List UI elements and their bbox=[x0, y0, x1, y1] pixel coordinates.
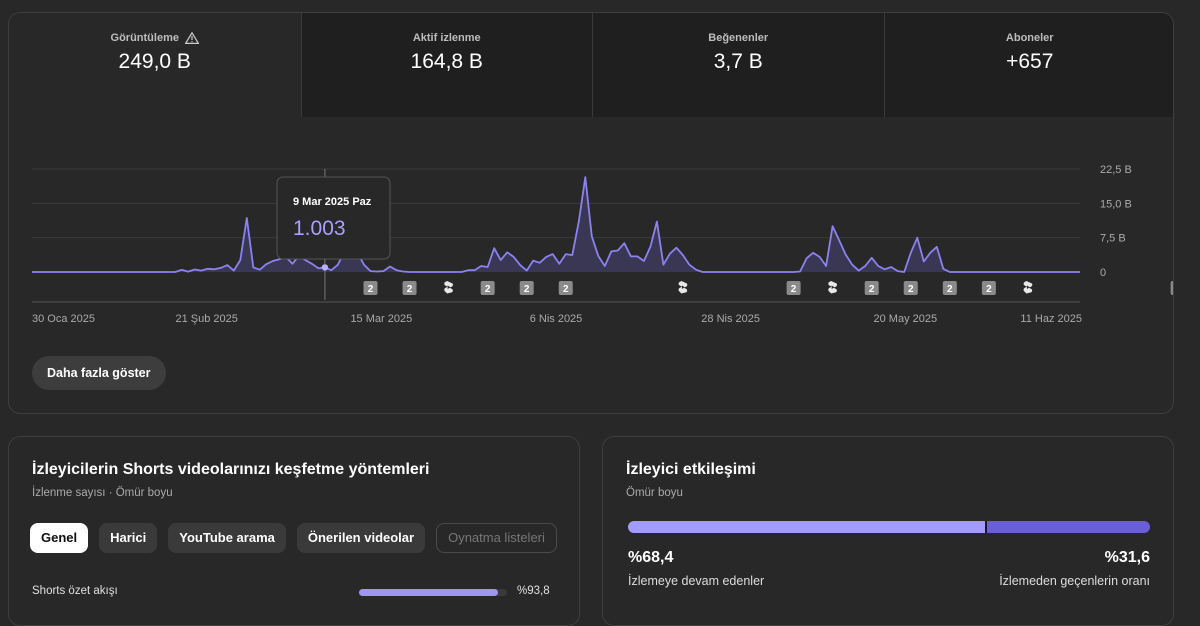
video-upload-marker-label: 2 bbox=[791, 284, 797, 295]
video-upload-marker[interactable] bbox=[786, 281, 801, 295]
video-upload-marker-label: 2 bbox=[947, 284, 953, 295]
video-upload-marker[interactable] bbox=[363, 281, 378, 295]
tooltip-date: 9 Mar 2025 Paz bbox=[293, 196, 372, 208]
metric-tab-watch-time[interactable]: Aktif izlenme 164,8 B bbox=[300, 13, 592, 117]
metric-tab-subscribers[interactable]: Aboneler +657 bbox=[883, 13, 1173, 117]
video-upload-marker[interactable] bbox=[519, 281, 534, 295]
metric-value: 3,7 B bbox=[713, 50, 763, 73]
shorts-icon[interactable] bbox=[828, 281, 838, 294]
views-line-chart[interactable]: 22,5 B 15,0 B 7,5 B 0 30 Oca 2025 21 Şub 2025… bbox=[9, 117, 1174, 414]
analytics-overview-card: Görüntüleme 249,0 B Aktif izlenme 164,8 … bbox=[8, 12, 1174, 414]
card-title: İzleyici etkileşimi bbox=[626, 461, 756, 478]
x-tick-label: 21 Şub 2025 bbox=[175, 313, 237, 325]
continue-percent: %68,4 bbox=[628, 549, 674, 566]
video-upload-marker-label: 2 bbox=[869, 284, 875, 295]
hover-point bbox=[321, 264, 329, 271]
shorts-icon[interactable] bbox=[444, 281, 453, 294]
video-upload-marker[interactable] bbox=[402, 281, 417, 295]
engagement-bar-swipe bbox=[987, 521, 1150, 533]
tooltip-box bbox=[276, 176, 391, 260]
traffic-source-row: Shorts özet akışı %93,8 bbox=[32, 585, 562, 601]
y-tick-label: 7,5 B bbox=[1100, 233, 1126, 245]
x-tick-label: 30 Oca 2025 bbox=[32, 313, 95, 325]
x-tick-label: 11 Haz 2025 bbox=[1020, 313, 1082, 325]
video-upload-marker-label: 2 bbox=[524, 284, 530, 295]
video-upload-marker-label: 2 bbox=[485, 284, 491, 295]
engagement-bar-divider bbox=[985, 521, 988, 533]
x-tick-label: 6 Nis 2025 bbox=[530, 313, 583, 325]
views-line[interactable] bbox=[32, 176, 1080, 273]
y-tick-label: 15,0 B bbox=[1100, 198, 1132, 210]
metric-value: +657 bbox=[1006, 50, 1054, 73]
x-tick-label: 28 Nis 2025 bbox=[701, 313, 760, 325]
video-upload-marker[interactable] bbox=[942, 281, 957, 295]
video-upload-marker-label: 2 bbox=[986, 284, 992, 295]
shorts-icon[interactable] bbox=[1023, 281, 1033, 294]
engagement-bar bbox=[628, 521, 1150, 533]
x-tick-label: 15 Mar 2025 bbox=[350, 313, 412, 325]
metric-label: Görüntüleme bbox=[110, 32, 179, 44]
metric-tab-likes[interactable]: Beğenenler 3,7 B bbox=[592, 13, 884, 117]
video-upload-marker-label: 2 bbox=[407, 284, 413, 295]
tooltip-value: 1.003 bbox=[293, 217, 346, 240]
metric-label: Aktif izlenme bbox=[412, 32, 481, 44]
y-tick-label: 22,5 B bbox=[1100, 164, 1132, 176]
card-subtitle: Ömür boyu bbox=[626, 487, 683, 499]
video-upload-marker[interactable] bbox=[1170, 281, 1174, 295]
x-tick-label: 20 May 2025 bbox=[874, 313, 938, 325]
video-upload-marker-label: 2 bbox=[908, 284, 914, 295]
swipe-percent: %31,6 bbox=[1104, 549, 1150, 566]
video-upload-marker[interactable] bbox=[903, 281, 918, 295]
swipe-label: İzlemeden geçenlerin oranı bbox=[999, 574, 1150, 588]
traffic-source-bar-fill bbox=[359, 589, 498, 596]
continue-label: İzlemeye devam edenler bbox=[628, 574, 765, 588]
engagement-bar-continue bbox=[628, 521, 986, 533]
traffic-source-label: Shorts özet akışı bbox=[32, 585, 118, 597]
metric-label: Aboneler bbox=[1005, 32, 1054, 44]
card-subtitle: İzlenme sayısı · Ömür boyu bbox=[32, 487, 173, 499]
shorts-icon[interactable] bbox=[678, 281, 688, 294]
metric-tab-views[interactable]: Görüntüleme 249,0 B bbox=[9, 13, 301, 117]
metric-value: 164,8 B bbox=[410, 50, 483, 73]
filter-chip-suggested[interactable]: Önerilen videolar bbox=[296, 523, 426, 553]
card-title: İzleyicilerin Shorts videolarınızı keşfe… bbox=[32, 461, 430, 478]
metric-label: Beğenenler bbox=[708, 32, 769, 44]
video-upload-marker-label: 2 bbox=[563, 284, 569, 295]
show-more-button[interactable]: Daha fazla göster bbox=[32, 356, 166, 390]
video-upload-marker[interactable] bbox=[558, 281, 573, 295]
video-upload-marker-label: 2 bbox=[368, 284, 374, 295]
engagement-card: İzleyici etkileşimi Ömür boyu %68,4 %31,… bbox=[602, 436, 1174, 626]
traffic-source-filters: Genel Harici YouTube arama Önerilen vide… bbox=[30, 523, 557, 553]
filter-chip-youtube-search[interactable]: YouTube arama bbox=[168, 523, 286, 553]
filter-chip-general[interactable]: Genel bbox=[30, 523, 89, 553]
metric-tabs: Görüntüleme 249,0 B Aktif izlenme 164,8 … bbox=[9, 13, 1173, 117]
traffic-source-bar bbox=[359, 589, 507, 596]
traffic-source-percent: %93,8 bbox=[517, 585, 550, 597]
y-tick-label: 0 bbox=[1100, 267, 1106, 279]
video-upload-marker[interactable] bbox=[864, 281, 879, 295]
filter-chip-external[interactable]: Harici bbox=[99, 523, 158, 553]
video-upload-marker[interactable] bbox=[981, 281, 996, 295]
metric-value: 249,0 B bbox=[118, 50, 191, 73]
video-upload-marker[interactable] bbox=[480, 281, 495, 295]
discovery-card: İzleyicilerin Shorts videolarınızı keşfe… bbox=[8, 436, 580, 626]
filter-chip-playlists: Oynatma listeleri bbox=[436, 523, 557, 553]
warning-icon[interactable] bbox=[184, 32, 199, 44]
